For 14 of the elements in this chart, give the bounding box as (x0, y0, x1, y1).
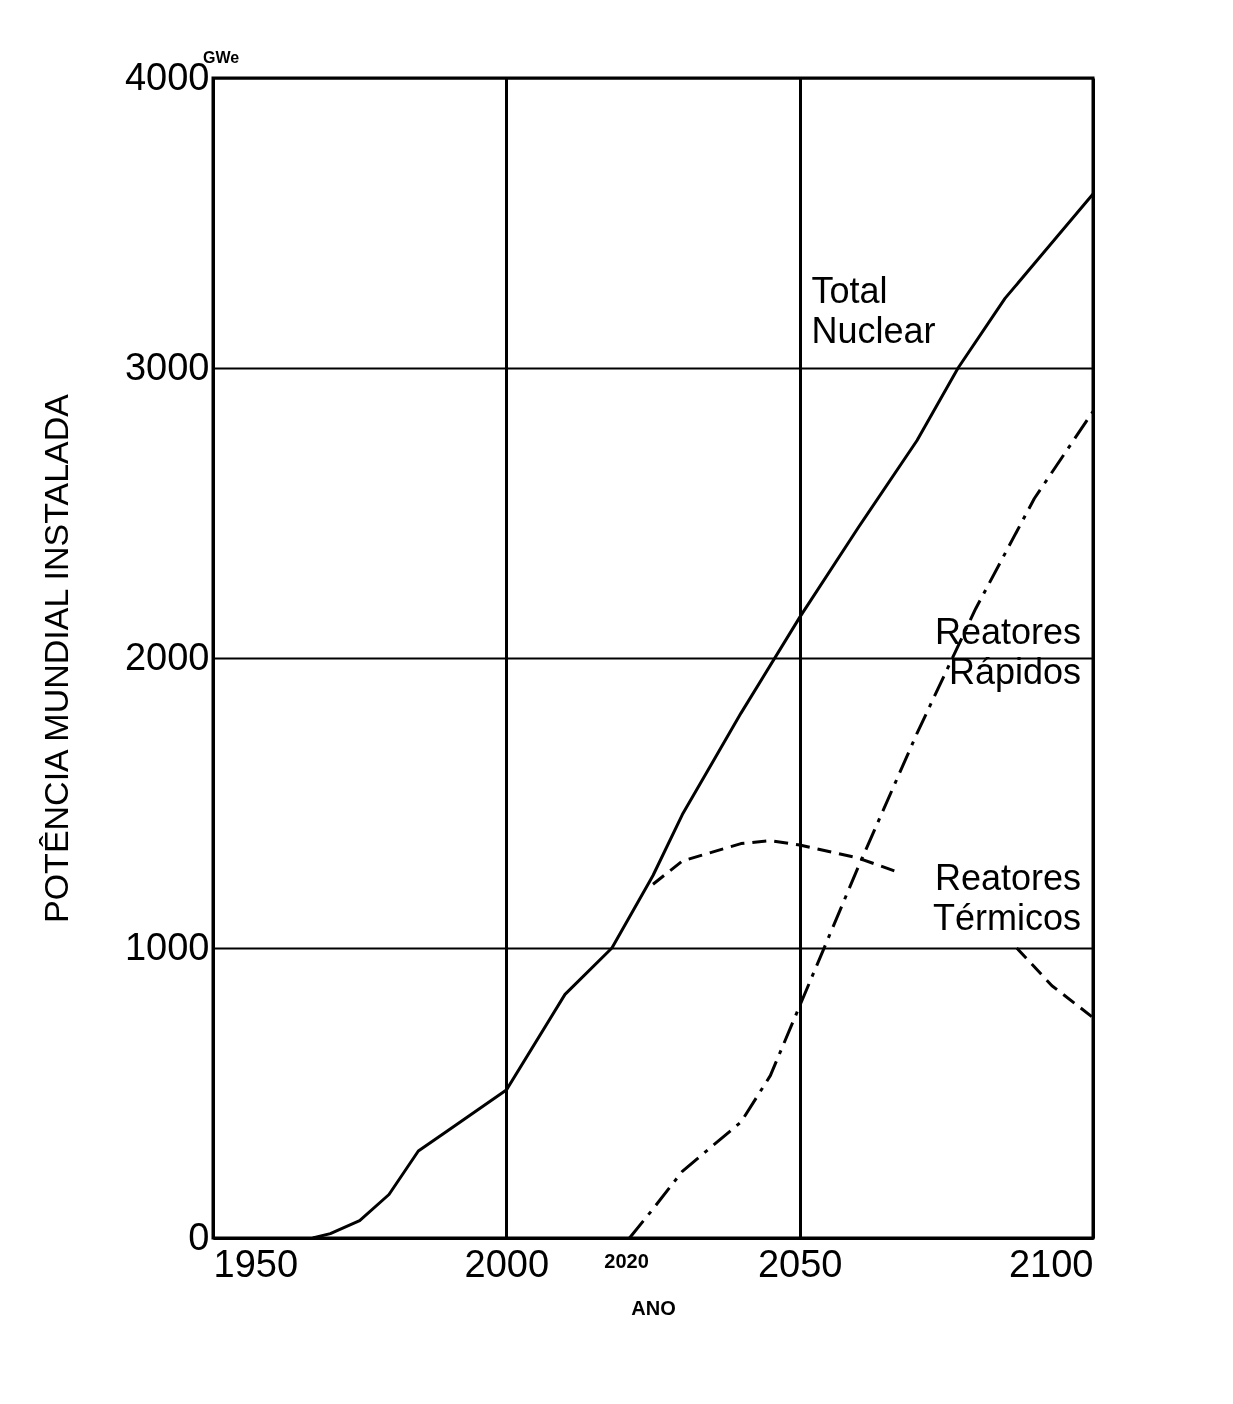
x-axis-title: ANO (631, 1296, 676, 1319)
series-label: Reatores Térmicos (932, 857, 1081, 938)
x-tick-label: 2000 (464, 1242, 550, 1285)
text: 2020 (604, 1250, 649, 1272)
y-axis-title: POTÊNCIA MUNDIAL INSTALADA (36, 393, 75, 923)
y-tick-label: 1000 (124, 925, 210, 968)
y-tick-label: 3000 (124, 345, 210, 388)
series-label: Reatores Rápidos (934, 611, 1081, 692)
y-tick-label: 2000 (124, 635, 210, 678)
y-tick-label: 0 (188, 1215, 210, 1258)
x-tick-label: 2050 (757, 1242, 843, 1285)
x-tick-label: 1950 (213, 1242, 299, 1285)
x-tick-label: 2100 (1008, 1242, 1094, 1285)
series-label: Total Nuclear (811, 270, 936, 352)
